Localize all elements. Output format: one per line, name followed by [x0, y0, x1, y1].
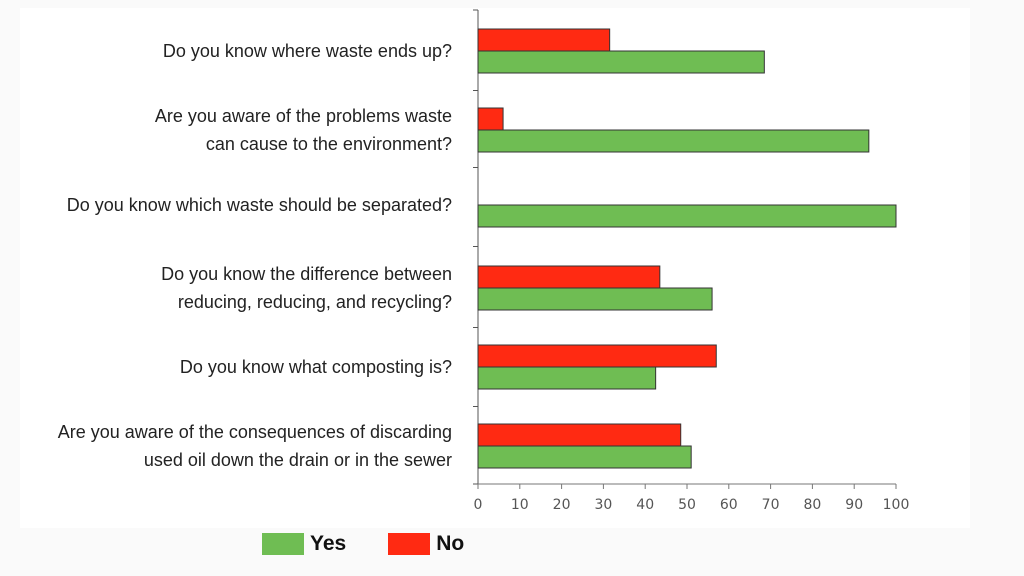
x-tick-label: 90	[845, 497, 863, 513]
category-label-line: Are you aware of the consequences of dis…	[58, 422, 452, 442]
legend-item-yes: Yes	[262, 532, 346, 556]
bar-no	[477, 107, 504, 131]
category-label: Do you know where waste ends up?	[163, 41, 452, 61]
bar-no	[477, 28, 611, 52]
category-label-line: Do you know which waste should be separa…	[67, 195, 452, 215]
category-label-line: can cause to the environment?	[206, 134, 452, 154]
legend-swatch-no	[388, 533, 431, 555]
legend-swatch-yes	[262, 533, 304, 555]
category-label: Do you know which waste should be separa…	[67, 195, 452, 215]
x-tick-label: 40	[636, 497, 654, 513]
category-label: Are you aware of the consequences of dis…	[58, 422, 452, 470]
x-tick-label: 30	[594, 497, 612, 513]
category-label-line: reducing, reducing, and recycling?	[178, 292, 452, 312]
bar-no	[477, 265, 661, 289]
category-label-line: Do you know the difference between	[161, 264, 452, 284]
bar-yes	[477, 129, 870, 153]
legend: Yes No	[262, 532, 506, 556]
legend-label-no: No	[436, 532, 465, 555]
bar-no	[477, 344, 717, 368]
bar-yes	[477, 445, 692, 469]
x-tick-label: 20	[553, 497, 571, 513]
category-label-line: Are you aware of the problems waste	[155, 106, 452, 126]
bar-yes	[477, 287, 713, 311]
bar-no	[477, 423, 682, 447]
x-tick-label: 10	[511, 497, 529, 513]
legend-label-yes: Yes	[310, 532, 347, 555]
category-label: Do you know the difference between reduci…	[161, 264, 452, 312]
category-label-line: Do you know what composting is?	[180, 357, 452, 377]
x-tick-label: 70	[762, 497, 780, 513]
bar-yes	[477, 366, 657, 390]
legend-item-no: No	[388, 532, 464, 556]
category-label: Are you aware of the problems waste can c…	[155, 106, 452, 154]
category-label-line: Do you know where waste ends up?	[163, 41, 452, 61]
category-label: Do you know what composting is?	[180, 357, 452, 377]
bar-yes	[477, 50, 765, 74]
x-tick-label: 0	[474, 497, 483, 513]
x-tick-label: 100	[883, 497, 910, 513]
x-tick-label: 50	[678, 497, 696, 513]
bar-yes	[477, 204, 897, 228]
x-tick-label: 80	[803, 497, 821, 513]
category-label-line: used oil down the drain or in the sewer	[144, 450, 452, 470]
x-tick-label: 60	[720, 497, 738, 513]
